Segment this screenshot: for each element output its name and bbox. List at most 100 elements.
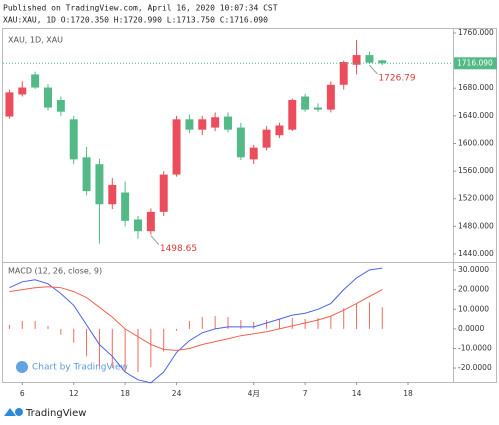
histogram-bar xyxy=(201,317,203,329)
histogram-bar xyxy=(176,328,178,331)
x-tick-label: 4月 xyxy=(248,389,260,398)
histogram-bar xyxy=(163,328,165,352)
macd-line xyxy=(9,286,383,351)
x-tick-label: 18 xyxy=(120,389,130,398)
histogram-bar xyxy=(60,328,62,335)
y-tick-label: 0.0000 xyxy=(458,324,484,333)
candle-body xyxy=(211,117,220,128)
histogram-bar xyxy=(240,320,242,329)
histogram-bar xyxy=(8,324,10,329)
footer-brand: TradingView xyxy=(25,408,86,419)
candle-body xyxy=(198,119,207,130)
published-line: Published on TradingView.com, April 16, … xyxy=(3,4,278,13)
y-tick-label: 1520.000 xyxy=(458,194,494,203)
histogram-bar xyxy=(188,321,190,329)
candle-body xyxy=(224,116,232,130)
candle-body xyxy=(236,127,245,158)
candle-body xyxy=(18,87,27,95)
histogram-bar xyxy=(73,328,75,343)
watermark-icon xyxy=(16,361,28,373)
histogram-bar xyxy=(214,316,216,329)
y-tick-label: 1680.000 xyxy=(458,83,494,92)
candle-body xyxy=(339,61,348,85)
annotation-leader xyxy=(150,235,160,245)
candle-body xyxy=(352,55,361,65)
x-tick-label: 6 xyxy=(20,389,25,398)
y-tick-label: -20.0000 xyxy=(458,363,492,372)
histogram-bar xyxy=(86,328,88,357)
annotation-leader xyxy=(369,64,378,75)
candle-body xyxy=(326,84,335,110)
histogram-bar xyxy=(291,318,293,329)
histogram-bar xyxy=(330,316,332,329)
last-price-box xyxy=(454,57,497,70)
candle-body xyxy=(44,87,52,108)
candle-body xyxy=(146,211,155,232)
histogram-bar xyxy=(227,317,229,329)
ohlc-line: XAU:XAU, 1D O:1720.350 H:1720.990 L:1713… xyxy=(3,16,268,25)
macd-line xyxy=(9,267,383,384)
histogram-bar xyxy=(253,322,255,329)
y-tick-label: 1560.000 xyxy=(458,166,494,175)
chart-frame xyxy=(2,28,497,383)
y-tick-label: -10.0000 xyxy=(458,343,492,352)
candle-body xyxy=(365,55,374,63)
histogram-bar xyxy=(266,320,268,329)
y-tick-label: 20.0000 xyxy=(458,285,489,294)
candle-body xyxy=(69,119,78,160)
candle-body xyxy=(314,107,322,110)
histogram-bar xyxy=(137,328,139,372)
histogram-bar xyxy=(111,328,113,369)
macd-legend: MACD (12, 26, close, 9) xyxy=(8,267,102,276)
candle-body xyxy=(249,147,258,160)
y-tick-label: 1480.000 xyxy=(458,221,494,230)
histogram-bar xyxy=(124,328,126,372)
histogram-bar xyxy=(98,328,100,367)
x-tick-label: 14 xyxy=(352,389,362,398)
histogram-bar xyxy=(317,318,319,329)
histogram-bar xyxy=(343,308,345,329)
symbol-legend: XAU, 1D, XAU xyxy=(8,36,63,45)
y-tick-label: 1640.000 xyxy=(458,111,494,120)
candle-body xyxy=(134,219,142,232)
last-price-label: 1716.090 xyxy=(457,58,493,67)
histogram-bar xyxy=(368,302,370,329)
candle-body xyxy=(172,119,181,175)
watermark: Chart by TradingView xyxy=(32,363,128,373)
candle-body xyxy=(288,99,297,130)
histogram-bar xyxy=(34,321,36,329)
footer-logo: TradingView xyxy=(4,408,86,419)
y-tick-label: 1600.000 xyxy=(458,138,494,147)
histogram-bar xyxy=(150,328,152,368)
x-tick-label: 7 xyxy=(303,389,308,398)
candle-body xyxy=(262,129,271,148)
y-tick-label: 30.0000 xyxy=(458,265,489,274)
x-tick-label: 24 xyxy=(172,389,182,398)
candle-body xyxy=(95,164,104,205)
histogram-bar xyxy=(381,307,383,329)
histogram-bar xyxy=(278,319,280,329)
histogram-bar xyxy=(21,321,23,329)
candle-body xyxy=(5,92,14,117)
candle-body xyxy=(185,119,194,130)
candle-body xyxy=(301,96,310,110)
y-tick-label: 1760.000 xyxy=(458,28,494,37)
candle-body xyxy=(56,99,65,112)
candle-body xyxy=(275,125,284,136)
y-tick-label: 10.0000 xyxy=(458,304,489,313)
candle-body xyxy=(31,74,40,88)
logo-icon xyxy=(4,408,16,416)
x-tick-label: 12 xyxy=(69,389,79,398)
candle-body xyxy=(121,192,130,221)
candle-body xyxy=(159,174,168,212)
annotation: 1498.65 xyxy=(160,244,197,254)
logo-icon xyxy=(15,408,23,416)
y-tick-label: 1440.000 xyxy=(458,249,494,258)
candle-body xyxy=(82,157,91,192)
candle-body xyxy=(108,184,117,205)
annotation: 1726.79 xyxy=(378,74,415,84)
histogram-bar xyxy=(356,303,358,329)
histogram-bar xyxy=(47,325,49,329)
